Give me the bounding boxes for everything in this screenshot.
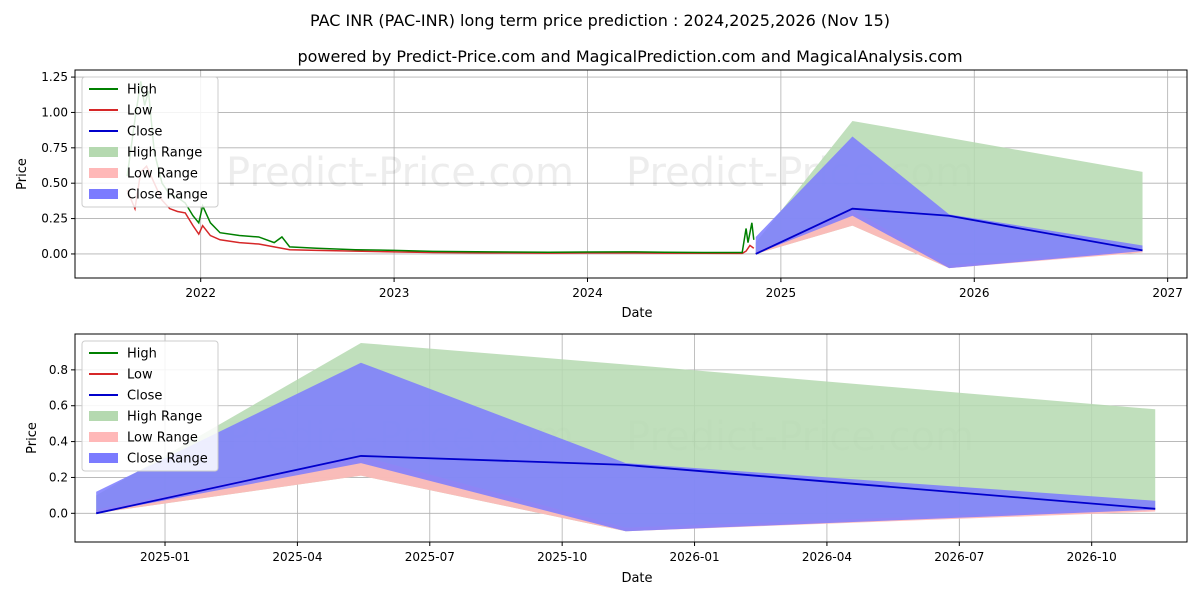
- x-tick-label: 2027: [1152, 286, 1183, 300]
- legend-swatch-patch: [89, 168, 118, 178]
- x-tick-label: 2025: [766, 286, 797, 300]
- plot-area: [95, 342, 1156, 532]
- close-range-band: [96, 362, 1156, 532]
- x-tick-label: 2022: [185, 286, 216, 300]
- x-tick-label: 2026-10: [1067, 550, 1117, 564]
- y-tick-label: 0.8: [49, 363, 68, 377]
- legend-label: Close: [127, 125, 162, 140]
- close-range-band: [755, 136, 1143, 269]
- x-tick-label: 2025-04: [272, 550, 322, 564]
- legend-label: High: [127, 347, 157, 362]
- y-axis-label: Price: [25, 422, 40, 454]
- legend-label: Low: [127, 368, 153, 383]
- y-axis-label: Price: [15, 158, 30, 190]
- legend-label: Low Range: [127, 167, 198, 182]
- legend-swatch-patch: [89, 147, 118, 157]
- legend-label: Close Range: [127, 452, 208, 467]
- y-tick-label: 0.2: [49, 470, 68, 484]
- x-tick-label: 2026: [959, 286, 990, 300]
- y-tick-label: 0.75: [41, 141, 68, 155]
- legend: High Low Close High Range Low Range Close Ran…: [81, 76, 219, 208]
- x-tick-label: 2026-07: [934, 550, 984, 564]
- legend-label: Low: [127, 104, 153, 119]
- x-tick-label: 2026-01: [669, 550, 719, 564]
- legend-label: Low Range: [127, 431, 198, 446]
- x-axis-label: Date: [621, 571, 652, 586]
- legend-swatch-patch: [89, 453, 118, 463]
- chart-subtitle: powered by Predict-Price.com and Magical…: [297, 47, 962, 66]
- watermark-text: Predict-Price.com: [226, 150, 574, 196]
- y-tick-label: 0.25: [41, 212, 68, 226]
- x-tick-label: 2024: [572, 286, 603, 300]
- legend: High Low Close High Range Low Range Close Ran…: [81, 340, 219, 472]
- chart-title: PAC INR (PAC-INR) long term price predic…: [310, 11, 890, 30]
- low-range-band: [755, 210, 1143, 269]
- bottom-chart-panel: Predict-Price.comPredict-Price.com2025-0…: [25, 333, 1188, 586]
- legend-label: High: [127, 83, 157, 98]
- x-tick-label: 2025-01: [140, 550, 190, 564]
- legend-label: High Range: [127, 410, 202, 425]
- legend-swatch-patch: [89, 432, 118, 442]
- y-tick-label: 0.0: [49, 506, 68, 520]
- x-tick-label: 2026-04: [802, 550, 852, 564]
- legend-swatch-patch: [89, 411, 118, 421]
- legend-label: High Range: [127, 146, 202, 161]
- legend-swatch-patch: [89, 189, 118, 199]
- y-tick-label: 0.50: [41, 176, 68, 190]
- y-tick-label: 1.25: [41, 70, 68, 84]
- close-forecast-line: [95, 455, 1156, 515]
- legend-label: Close: [127, 389, 162, 404]
- y-tick-label: 0.4: [49, 435, 68, 449]
- y-tick-label: 1.00: [41, 105, 68, 119]
- axes-frame: [74, 333, 1188, 543]
- close-forecast-line: [755, 207, 1143, 255]
- x-axis-label: Date: [621, 306, 652, 321]
- x-tick-label: 2023: [379, 286, 410, 300]
- y-tick-label: 0.00: [41, 247, 68, 261]
- x-tick-label: 2025-10: [537, 550, 587, 564]
- y-tick-label: 0.6: [49, 399, 68, 413]
- legend-label: Close Range: [127, 188, 208, 203]
- low-range-band: [96, 455, 1156, 532]
- x-tick-label: 2025-07: [405, 550, 455, 564]
- axes-frame: [74, 69, 1188, 279]
